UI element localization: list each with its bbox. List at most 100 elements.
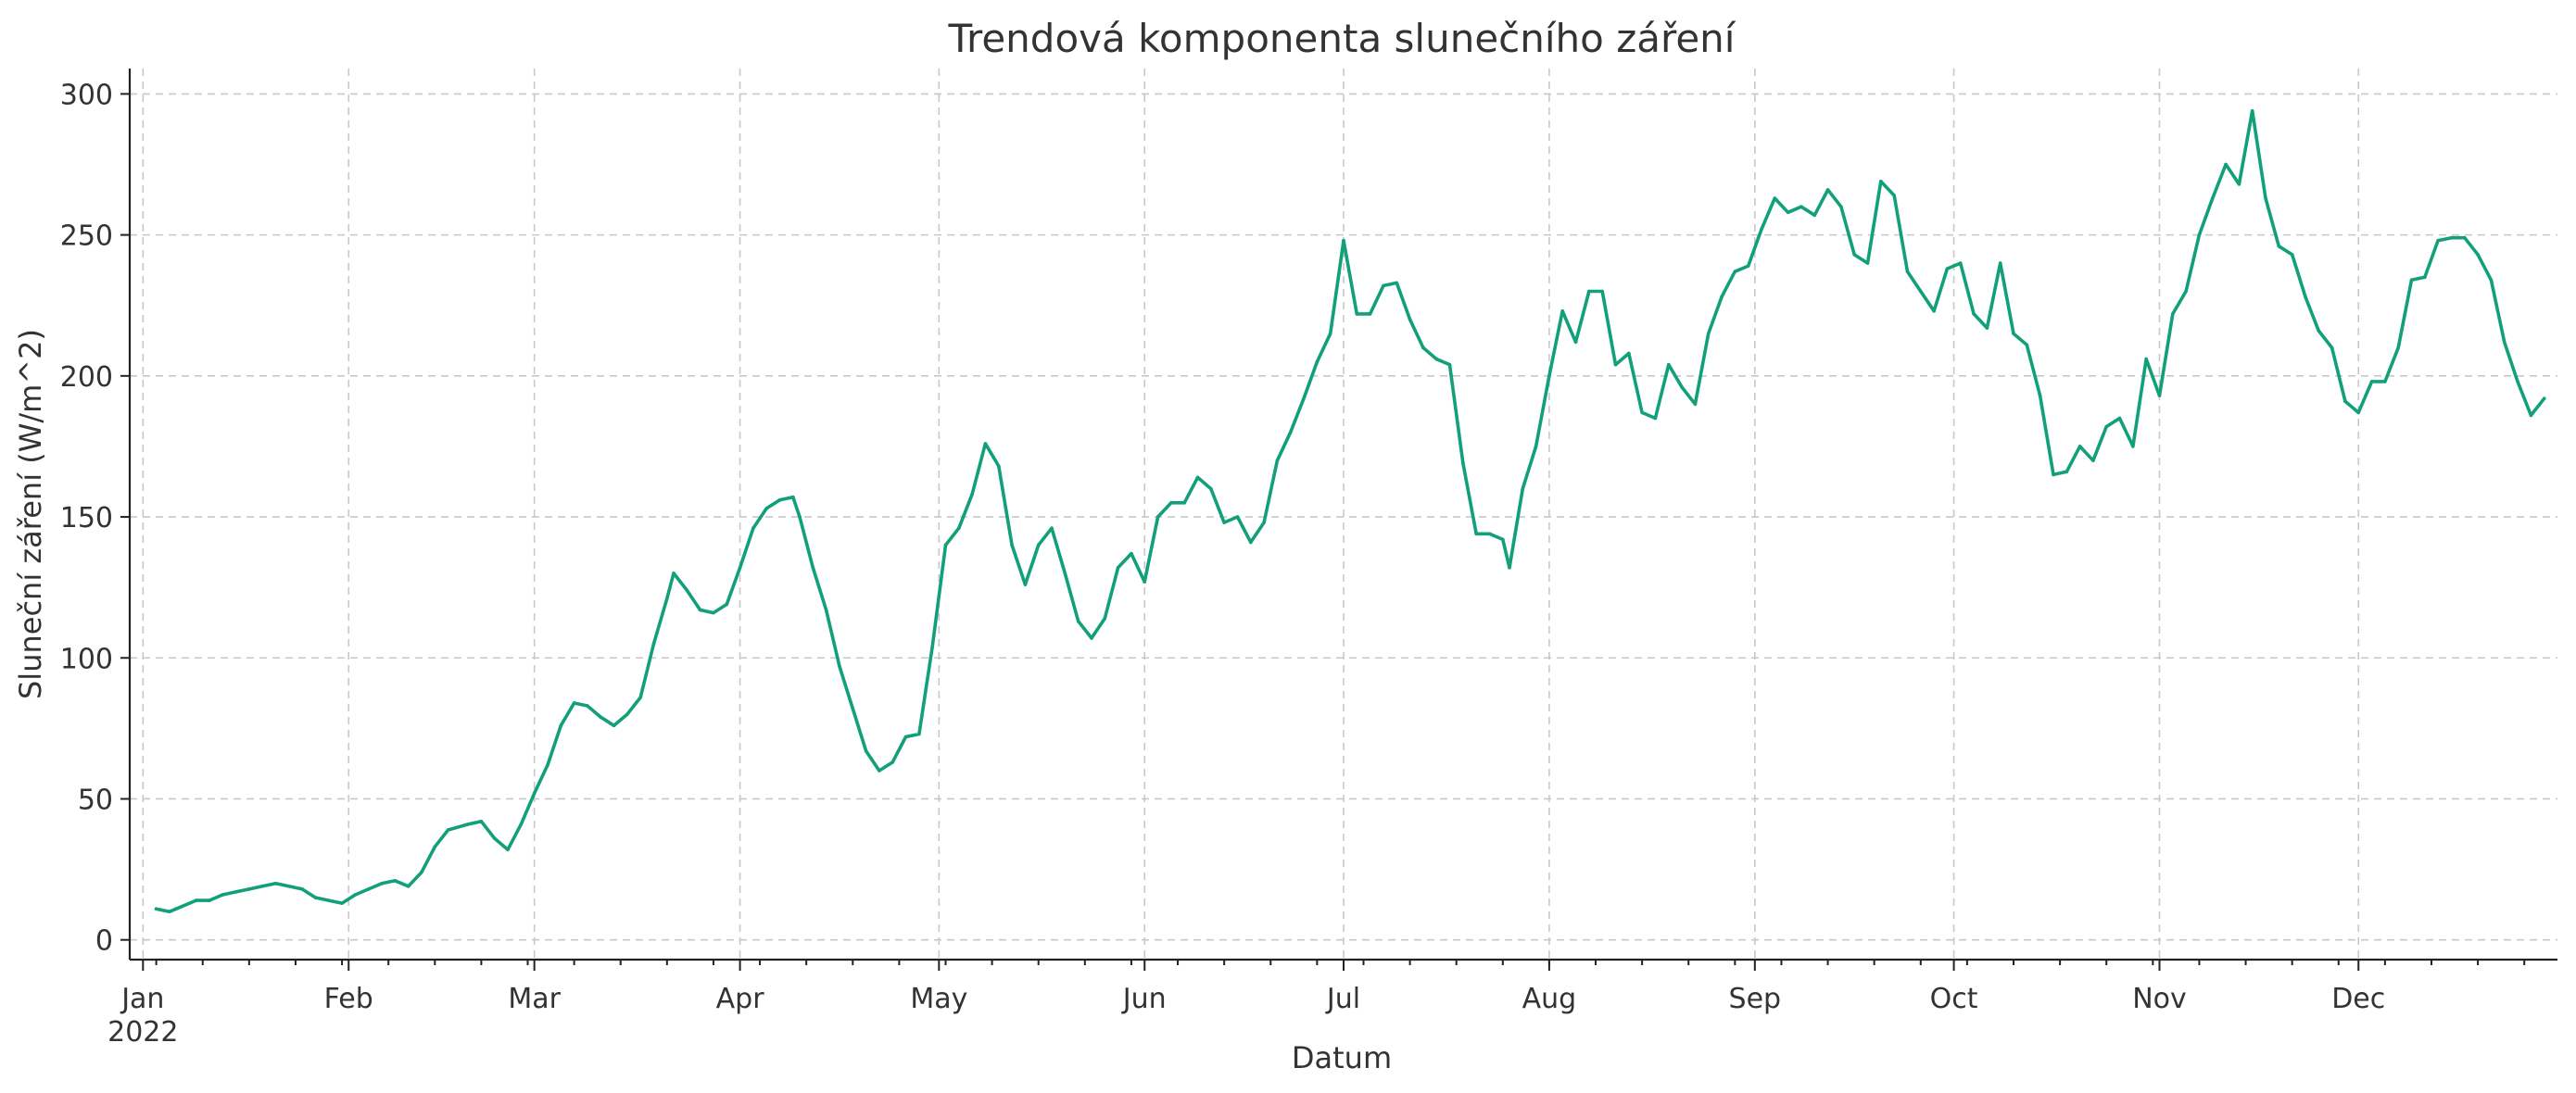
data-point [2502, 340, 2507, 345]
data-point [1945, 267, 1950, 270]
data-point [1640, 410, 1644, 415]
data-point [824, 608, 828, 612]
data-point [811, 566, 815, 570]
data-point [2343, 399, 2347, 404]
data-point [1382, 283, 1385, 288]
data-point [1116, 566, 1120, 570]
data-point [943, 543, 948, 547]
data-point [2542, 396, 2546, 400]
data-point [1693, 402, 1698, 407]
data-point [532, 791, 537, 796]
x-tick-label: Aug [1522, 983, 1577, 1015]
data-point [1720, 295, 1724, 299]
data-point [1355, 312, 1359, 316]
data-point [300, 887, 304, 891]
data-point [725, 602, 729, 607]
data-point [1501, 537, 1505, 542]
data-point [479, 820, 484, 823]
data-point [1434, 357, 1439, 361]
data-point [519, 823, 524, 826]
x-axis-label: Datum [1292, 1040, 1392, 1075]
data-point [1733, 270, 1737, 273]
data-point [1786, 210, 1790, 215]
data-point [1760, 227, 1763, 232]
data-point [2197, 232, 2202, 237]
data-point [1328, 332, 1332, 335]
grid [130, 69, 2557, 960]
data-point [2304, 295, 2307, 299]
data-point [1892, 194, 1896, 197]
data-point [313, 896, 318, 899]
y-tick-label: 200 [60, 361, 113, 394]
data-point [1395, 281, 1399, 285]
data-point [930, 645, 934, 648]
data-point [2171, 312, 2175, 316]
data-point [2012, 332, 2015, 335]
data-point [2462, 235, 2467, 240]
x-tick-label: Jan [120, 983, 164, 1015]
data-point [1195, 475, 1200, 480]
data-point [1103, 616, 1107, 621]
data-point [380, 882, 384, 886]
data-point [1235, 515, 1240, 519]
chart-title: Trendová komponenta slunečního záření [948, 16, 1736, 61]
x-tick-label: Jul [1325, 983, 1360, 1015]
data-point [1421, 345, 1425, 350]
data-point [1315, 359, 1320, 364]
data-point [1613, 362, 1618, 367]
data-point [168, 910, 171, 914]
data-point [194, 898, 198, 902]
data-point [878, 769, 881, 773]
data-point [1905, 270, 1910, 273]
data-point [838, 664, 841, 669]
data-point [466, 823, 470, 826]
data-point [2356, 410, 2361, 415]
data-point [970, 492, 974, 496]
data-point [1587, 289, 1591, 294]
data-point [2330, 345, 2334, 350]
data-point [2077, 445, 2082, 448]
data-point [2210, 196, 2215, 200]
data-point [393, 878, 398, 883]
y-tick-label: 0 [95, 925, 113, 958]
data-point [864, 748, 868, 753]
data-point [917, 732, 921, 736]
data-point [1998, 261, 2002, 265]
data-point [1932, 309, 1936, 313]
y-tick-label: 100 [60, 643, 113, 675]
data-point [1627, 351, 1631, 356]
data-point [1461, 461, 1465, 466]
data-point [1063, 572, 1067, 575]
data-point [2383, 380, 2387, 383]
data-point [1534, 445, 1538, 448]
data-point [1090, 636, 1093, 640]
data-point [353, 893, 358, 897]
data-point [672, 572, 676, 575]
data-point [1573, 340, 1578, 345]
data-point [234, 890, 238, 894]
data-point [1262, 521, 1266, 524]
data-point [1852, 253, 1857, 257]
data-point [698, 608, 702, 612]
data-point [2224, 162, 2228, 167]
data-point [651, 642, 656, 646]
data-point [2065, 470, 2069, 474]
data-point [712, 610, 715, 615]
data-point [1408, 318, 1412, 321]
data-point [287, 885, 291, 888]
x-tick-label: Sep [1729, 983, 1782, 1015]
data-point [546, 763, 549, 767]
data-point [2038, 394, 2042, 397]
x-tick-label: Dec [2331, 983, 2385, 1015]
data-point [625, 712, 629, 716]
data-point [798, 515, 802, 519]
data-point [1839, 205, 1843, 208]
data-point [1143, 580, 1147, 584]
data-point [247, 887, 251, 891]
data-point [1222, 521, 1226, 524]
data-point [2436, 238, 2440, 243]
data-point [851, 707, 855, 710]
data-point [2529, 413, 2533, 418]
